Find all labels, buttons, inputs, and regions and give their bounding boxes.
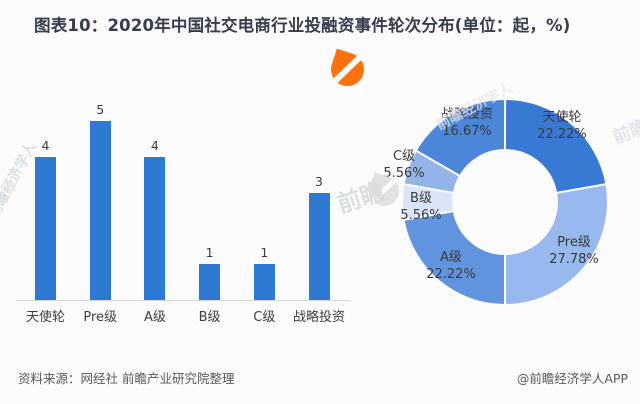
segment-percent: 22.22%: [537, 127, 587, 142]
bar: [253, 264, 275, 300]
bar-tick-label: A级: [143, 310, 166, 325]
donut-segment: [504, 182, 609, 307]
segment-name: Pre级: [557, 235, 591, 251]
donut-segment-label: B级 5.56%: [400, 191, 441, 225]
segment-name: 天使轮: [542, 110, 582, 126]
bar-value-label: 4: [150, 138, 159, 153]
donut-segment-label: 天使轮 22.22%: [537, 110, 587, 144]
segment-name: B级: [410, 191, 432, 207]
flame-slash: [330, 53, 364, 86]
bar-tick-label: C级: [253, 310, 276, 325]
bar-value-label: 1: [260, 245, 269, 260]
bar-value-label: 3: [315, 174, 323, 189]
source-note: 资料来源：网经社 前瞻产业研究院整理: [18, 371, 235, 386]
bar: [35, 157, 56, 300]
bar-value-label: 5: [96, 102, 105, 117]
donut-segment-label: C级 5.56%: [383, 149, 424, 183]
bar: [89, 121, 111, 300]
bar: [199, 264, 221, 300]
bar-tick-label: Pre级: [83, 310, 118, 325]
bar-tick-label: B级: [198, 310, 221, 325]
segment-name: A级: [440, 250, 462, 266]
bar-tick-label: 战略投资: [292, 310, 345, 325]
bar-value-label: 1: [205, 245, 214, 260]
donut-segment-label: A级 22.22%: [426, 250, 476, 284]
segment-percent: 22.22%: [426, 267, 476, 282]
segment-name: C级: [392, 149, 416, 165]
bar: [308, 193, 330, 300]
segment-percent: 5.56%: [383, 166, 425, 181]
segment-name: 战略投资: [440, 107, 494, 123]
donut-segment-label: 战略投资 16.67%: [441, 107, 493, 141]
bar-tick-label: 天使轮: [25, 310, 65, 325]
bar: [144, 157, 166, 300]
x-axis-line: [16, 300, 350, 301]
bar-value-label: 4: [41, 138, 50, 153]
brand-flame-logo-icon: [326, 48, 369, 91]
donut-chart: [401, 97, 609, 307]
donut-segment-label: Pre级 27.78%: [549, 235, 599, 269]
donut-segment: [414, 97, 507, 178]
segment-percent: 27.78%: [549, 252, 599, 267]
brand-credit: @前瞻经济学人APP: [516, 371, 628, 386]
chart-title: 图表10：2020年中国社交电商行业投融资事件轮次分布(单位：起，%): [34, 16, 571, 35]
segment-percent: 5.56%: [400, 208, 442, 223]
segment-percent: 16.67%: [442, 124, 492, 139]
